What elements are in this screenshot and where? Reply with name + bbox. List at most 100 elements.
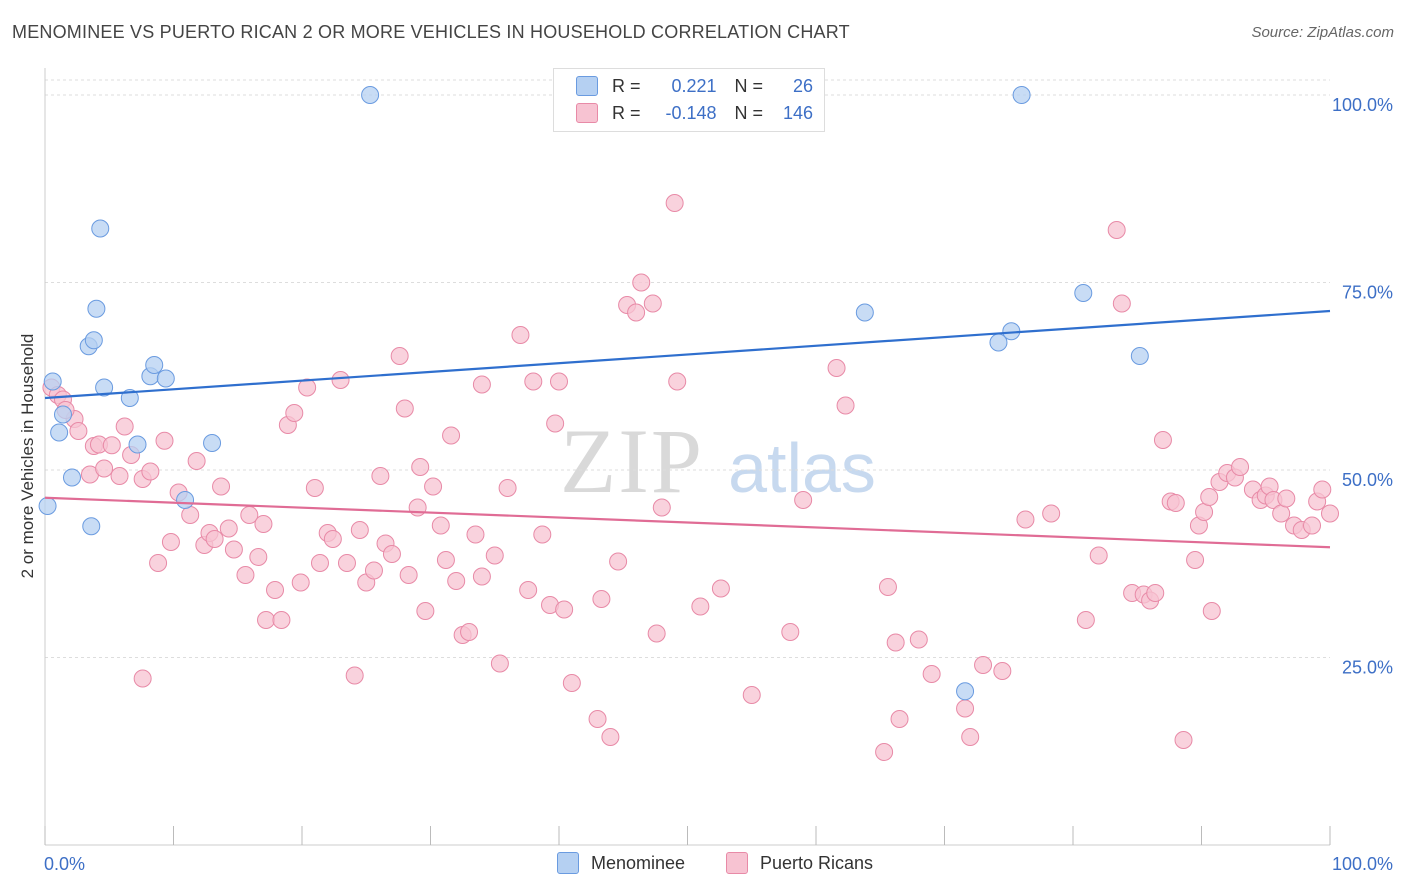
- puerto-ricans-point: [533, 525, 552, 544]
- legend-r-label: R =: [612, 75, 641, 96]
- puerto-ricans-point: [485, 546, 504, 565]
- puerto-ricans-point: [472, 567, 491, 586]
- puerto-ricans-point: [110, 467, 129, 485]
- legend-r-value: -0.148: [665, 102, 717, 123]
- puerto-ricans-point: [588, 710, 607, 728]
- menominee-point: [84, 331, 103, 350]
- puerto-ricans-point: [665, 194, 684, 212]
- legend-n-label: N =: [734, 102, 764, 123]
- puerto-ricans-point: [249, 548, 268, 566]
- puerto-ricans-point: [546, 414, 565, 433]
- puerto-ricans-point: [524, 372, 543, 391]
- legend-r-label: R =: [612, 102, 641, 123]
- puerto-ricans-point: [909, 630, 928, 649]
- puerto-ricans-point: [647, 624, 666, 643]
- menominee-point: [53, 405, 72, 424]
- legend-n-value: 26: [793, 75, 814, 96]
- puerto-ricans-point: [272, 611, 291, 629]
- puerto-ricans-point: [291, 573, 310, 592]
- puerto-ricans-point: [431, 516, 450, 535]
- puerto-ricans-point: [382, 545, 401, 563]
- menominee-point: [1130, 347, 1149, 365]
- puerto-ricans-point: [285, 404, 304, 422]
- puerto-ricans-point: [181, 506, 200, 524]
- menominee-point: [87, 299, 106, 318]
- puerto-ricans-point: [266, 581, 285, 599]
- puerto-ricans-point: [224, 540, 243, 559]
- y-tick-label: 100.0%: [1332, 95, 1393, 115]
- y-tick-label: 50.0%: [1342, 470, 1393, 490]
- puerto-ricans-point: [1146, 584, 1165, 602]
- puerto-ricans-point: [498, 479, 517, 497]
- puerto-ricans-point: [1277, 489, 1296, 508]
- puerto-ricans-point: [447, 572, 466, 590]
- menominee-swatch: [557, 852, 579, 874]
- puerto-ricans-point: [601, 728, 620, 746]
- menominee-point: [62, 468, 81, 487]
- puerto-ricans-point: [102, 436, 121, 455]
- puerto-ricans-point: [310, 554, 329, 572]
- chart-title: MENOMINEE VS PUERTO RICAN 2 OR MORE VEHI…: [12, 22, 850, 42]
- puerto-ricans-point: [875, 743, 894, 761]
- puerto-ricans-point: [69, 422, 88, 440]
- puerto-ricans-point: [298, 378, 317, 397]
- puerto-ricans-point: [609, 552, 628, 571]
- puerto-ricans-point: [827, 359, 846, 377]
- menominee-point: [361, 86, 380, 104]
- puerto-ricans-point: [1303, 516, 1322, 535]
- puerto-ricans-point: [350, 521, 369, 539]
- menominee-point: [1074, 284, 1093, 302]
- puerto-ricans-point: [836, 396, 855, 415]
- puerto-ricans-point: [691, 597, 710, 616]
- puerto-ricans-point: [519, 581, 538, 599]
- puerto-ricans-point: [133, 669, 152, 688]
- puerto-ricans-point: [1195, 503, 1214, 521]
- puerto-ricans-point: [974, 656, 993, 674]
- puerto-ricans-point: [922, 665, 941, 683]
- legend-row-menominee: R = 0.221 N = 26: [576, 73, 813, 99]
- y-tick-label: 75.0%: [1342, 283, 1393, 303]
- puerto-ricans-point: [794, 491, 813, 509]
- puerto-ricans-point: [1153, 431, 1172, 449]
- menominee-point: [156, 369, 175, 388]
- puerto-ricans-point: [371, 467, 390, 485]
- puerto-ricans-point: [993, 662, 1012, 680]
- puerto-ricans-point: [1089, 546, 1108, 565]
- puerto-ricans-point: [711, 579, 730, 598]
- puerto-ricans-point: [395, 399, 414, 418]
- menominee-point: [43, 372, 62, 391]
- puerto-ricans-point: [408, 498, 427, 517]
- legend-item-puerto-ricans[interactable]: Puerto Ricans: [726, 852, 873, 874]
- puerto-ricans-point: [436, 551, 455, 569]
- menominee-trend-line: [44, 309, 1331, 400]
- puerto-ricans-point: [643, 294, 662, 313]
- legend-item-menominee[interactable]: Menominee: [557, 852, 685, 874]
- puerto-ricans-point: [592, 590, 611, 608]
- puerto-ricans-point: [466, 525, 485, 544]
- menominee-point: [956, 682, 975, 701]
- menominee-point: [95, 378, 114, 397]
- puerto-ricans-point: [424, 477, 443, 496]
- menominee-point: [38, 497, 57, 515]
- y-tick-label: 25.0%: [1342, 658, 1393, 678]
- puerto-ricans-point: [219, 519, 238, 538]
- puerto-ricans-point: [460, 623, 479, 641]
- puerto-ricans-point: [1076, 611, 1095, 629]
- menominee-point: [176, 491, 195, 509]
- puerto-ricans-point: [511, 326, 530, 344]
- puerto-ricans-point: [257, 611, 276, 629]
- puerto-ricans-point: [155, 431, 174, 450]
- puerto-ricans-point: [1321, 504, 1339, 523]
- puerto-ricans-point: [254, 515, 273, 533]
- menominee-point: [203, 434, 222, 452]
- puerto-ricans-point: [187, 452, 206, 470]
- puerto-ricans-point: [442, 426, 461, 445]
- legend-n-value: 146: [782, 102, 814, 123]
- puerto-ricans-point: [411, 458, 430, 476]
- puerto-ricans-point: [1107, 221, 1126, 239]
- puerto-ricans-swatch: [726, 852, 748, 874]
- menominee-point: [91, 219, 110, 238]
- puerto-ricans-point: [205, 530, 224, 548]
- puerto-ricans-point: [652, 498, 671, 517]
